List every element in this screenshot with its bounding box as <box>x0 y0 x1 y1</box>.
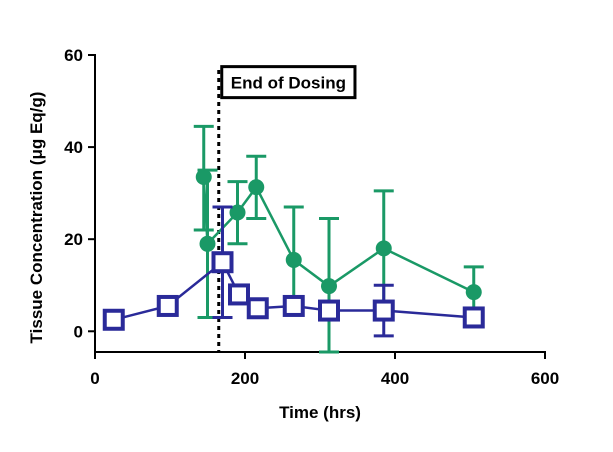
data-point <box>321 278 337 295</box>
x-tick-label: 600 <box>531 369 559 388</box>
end-of-dosing-box <box>220 65 357 100</box>
x-tick-label: 400 <box>381 369 409 388</box>
data-point <box>462 306 485 329</box>
data-point <box>372 299 395 322</box>
x-axis-title: Time (hrs) <box>279 403 361 422</box>
data-point <box>282 294 305 317</box>
y-tick-label: 20 <box>64 230 83 249</box>
annotation-layer: End of Dosing <box>220 65 357 100</box>
data-point <box>229 204 246 221</box>
data-point <box>285 251 302 268</box>
data-point <box>195 169 212 186</box>
x-tick-label: 0 <box>90 369 99 388</box>
x-tick-label: 200 <box>231 369 259 388</box>
y-tick-label: 60 <box>64 46 83 65</box>
y-tick-label: 40 <box>64 138 83 157</box>
data-point <box>465 284 482 301</box>
data-point <box>102 308 125 331</box>
data-point <box>375 240 392 257</box>
series-layer <box>102 124 485 354</box>
series-square <box>102 205 485 338</box>
series-line <box>202 176 475 294</box>
data-point <box>156 294 179 317</box>
y-tick-label: 0 <box>74 322 83 341</box>
data-point <box>246 297 269 320</box>
data-point <box>228 283 250 306</box>
y-axis-title: Tissue Concentration (μg Eq/g) <box>27 92 46 344</box>
data-point <box>199 235 216 252</box>
axes: 0 200 400 600 0 20 40 60 <box>64 46 559 388</box>
data-point <box>248 179 265 196</box>
data-point <box>318 299 340 322</box>
data-point <box>211 251 234 274</box>
end-of-dosing-label: End of Dosing <box>231 74 346 93</box>
